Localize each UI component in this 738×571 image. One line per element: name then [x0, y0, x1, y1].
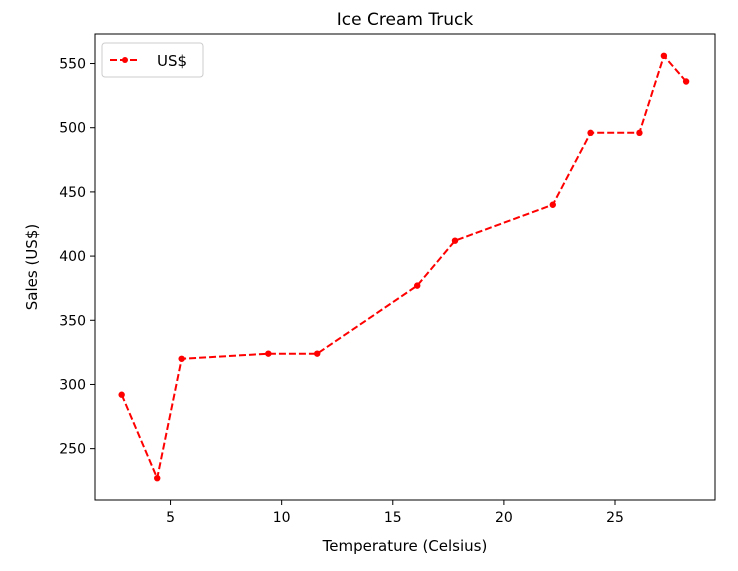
data-point: [314, 350, 321, 357]
legend-label: US$: [157, 52, 187, 70]
data-point: [587, 129, 594, 137]
data-point: [549, 201, 556, 208]
legend: US$: [101, 42, 204, 78]
y-axis-ticks: 250 300 350 400 450 500 550: [59, 57, 95, 458]
y-tick-label: 350: [59, 313, 86, 329]
legend-marker-swatch: [122, 57, 128, 63]
y-tick-label: 400: [59, 249, 86, 265]
x-tick-label: 25: [606, 510, 624, 526]
data-point: [118, 391, 125, 398]
data-point: [636, 129, 643, 137]
x-tick-label: 15: [384, 510, 402, 526]
chart-title: Ice Cream Truck: [337, 10, 474, 30]
x-tick-label: 5: [166, 510, 175, 526]
x-axis-title: Temperature (Celsius): [322, 537, 488, 555]
data-point: [154, 474, 161, 482]
y-tick-label: 500: [59, 121, 86, 137]
series-line: [120, 54, 687, 480]
data-point: [178, 355, 185, 362]
data-point: [265, 350, 272, 357]
data-point: [660, 52, 668, 60]
y-tick-label: 550: [59, 57, 86, 73]
data-point: [451, 237, 459, 244]
x-axis-ticks: 5 10 15 20 25: [166, 500, 624, 526]
series-layer: [118, 52, 690, 482]
x-tick-label: 10: [273, 510, 291, 526]
data-point: [682, 78, 690, 85]
plot-frame: [94, 33, 716, 501]
data-point: [414, 282, 421, 289]
x-tick-label: 20: [495, 510, 513, 526]
y-tick-label: 300: [59, 377, 86, 393]
y-tick-label: 250: [59, 442, 86, 458]
legend-box: [101, 42, 204, 78]
y-tick-label: 450: [59, 185, 86, 201]
y-axis-title: Sales (US$): [23, 224, 41, 310]
